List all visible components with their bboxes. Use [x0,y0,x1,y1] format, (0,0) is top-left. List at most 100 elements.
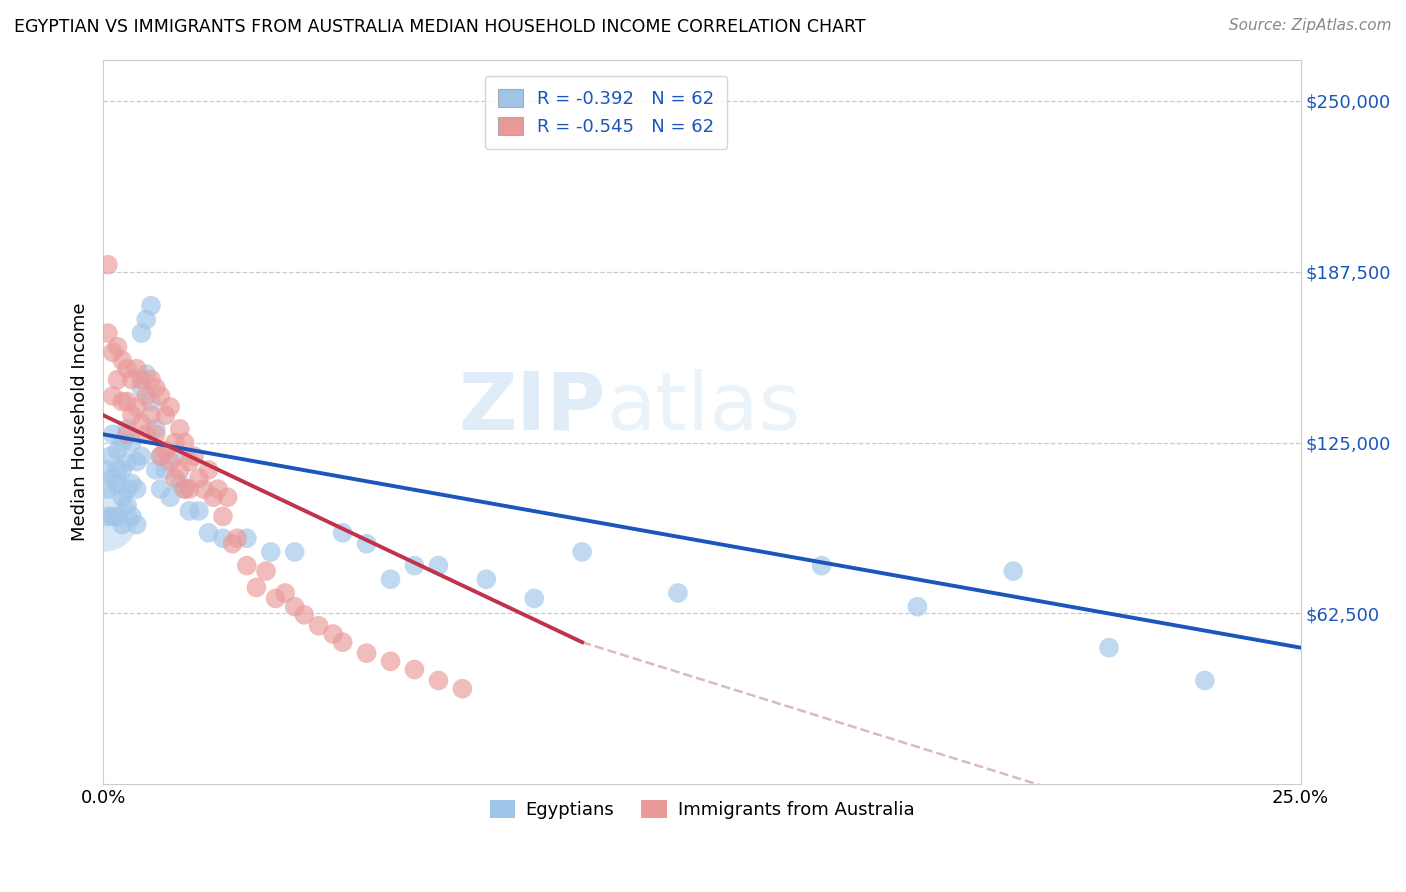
Point [115,482,138,496]
Point [97,258,120,272]
Y-axis label: Median Household Income: Median Household Income [72,302,89,541]
Point [115,499,138,513]
Point [97,509,120,524]
Point [115,394,138,409]
Point [260,545,283,559]
Point [523,591,546,606]
Point [125,361,148,376]
Point [1098,640,1121,655]
Point [274,586,297,600]
Point [322,627,344,641]
Point [94,512,117,526]
Point [666,586,689,600]
Point [1002,564,1025,578]
Point [169,422,191,436]
Point [308,619,330,633]
Point [155,443,177,458]
Point [284,545,307,559]
Point [111,463,134,477]
Point [264,591,287,606]
Point [163,435,186,450]
Point [404,663,426,677]
Point [159,490,181,504]
Point [121,435,143,450]
Point [121,476,143,491]
Point [135,427,157,442]
Text: EGYPTIAN VS IMMIGRANTS FROM AUSTRALIA MEDIAN HOUSEHOLD INCOME CORRELATION CHART: EGYPTIAN VS IMMIGRANTS FROM AUSTRALIA ME… [14,18,866,36]
Text: ZIP: ZIP [458,368,606,447]
Point [427,673,450,688]
Point [907,599,929,614]
Point [111,517,134,532]
Point [163,471,186,485]
Point [197,463,219,477]
Point [169,463,191,477]
Point [226,531,249,545]
Point [187,504,209,518]
Point [207,482,229,496]
Point [173,482,195,496]
Point [111,435,134,450]
Point [139,299,162,313]
Point [101,471,124,485]
Point [145,422,167,436]
Point [101,389,124,403]
Legend: Egyptians, Immigrants from Australia: Egyptians, Immigrants from Australia [482,792,921,826]
Point [145,463,167,477]
Point [217,490,239,504]
Point [163,449,186,463]
Point [131,417,153,431]
Point [245,581,267,595]
Point [356,646,378,660]
Point [125,455,148,469]
Point [125,482,148,496]
Point [380,572,402,586]
Point [159,400,181,414]
Point [111,353,134,368]
Point [202,490,225,504]
Point [121,373,143,387]
Point [107,443,129,458]
Point [292,607,315,622]
Point [107,373,129,387]
Point [145,427,167,442]
Point [115,455,138,469]
Point [427,558,450,573]
Point [179,482,201,496]
Point [173,435,195,450]
Point [254,564,277,578]
Text: atlas: atlas [606,368,800,447]
Point [169,476,191,491]
Point [212,531,235,545]
Point [212,509,235,524]
Point [131,381,153,395]
Point [236,558,259,573]
Point [125,400,148,414]
Point [810,558,832,573]
Point [404,558,426,573]
Point [149,482,172,496]
Point [125,517,148,532]
Point [107,340,129,354]
Point [131,449,153,463]
Point [149,449,172,463]
Point [131,326,153,340]
Point [135,389,157,403]
Point [221,537,243,551]
Point [111,490,134,504]
Point [135,367,157,381]
Point [97,482,120,496]
Point [571,545,593,559]
Point [236,531,259,545]
Point [159,455,181,469]
Point [121,509,143,524]
Point [115,361,138,376]
Point [451,681,474,696]
Point [111,394,134,409]
Point [135,312,157,326]
Point [149,389,172,403]
Point [97,326,120,340]
Point [139,408,162,422]
Point [183,449,205,463]
Point [121,408,143,422]
